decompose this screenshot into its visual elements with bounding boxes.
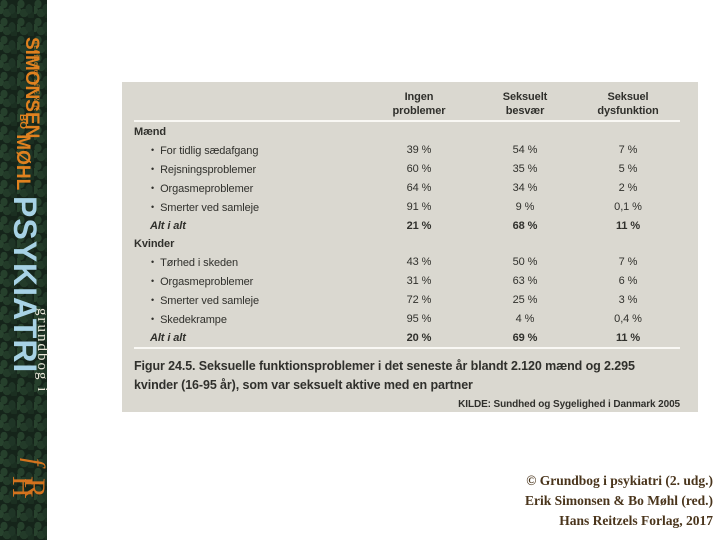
table-row-item: • Skedekrampe 95 % 4 % 0,4 % [134,310,680,329]
monogram-f: f [20,458,50,466]
row-label-text: Orgasmeproblemer [160,183,254,195]
figure-source: KILDE: Sundhed og Sygelighed i Danmark 2… [458,399,680,410]
row-value: 50 % [512,256,538,268]
table-row-item: • Smerter ved samleje 72 % 25 % 3 % [134,291,680,310]
spine-author-moehl-name: MØHL [12,134,33,191]
monogram-r: R [18,478,51,499]
row-value: 11 % [615,332,641,344]
row-value: 5 % [618,163,638,175]
table-row-item: • For tidlig sædafgang 39 % 54 % 7 % [134,141,680,160]
column-header-dysfunction: Seksuel dysfunktion [597,91,659,117]
row-label-text: Smerter ved samleje [160,202,260,214]
row-value: 6 % [618,275,638,287]
copyright-line-title: © Grundbog i psykiatri (2. udg.) [526,473,713,488]
row-label: • Tørhed i skeden [134,253,364,272]
row-label: Kvinder [134,238,175,250]
row-label: Alt i alt [150,220,186,232]
copyright-block: © Grundbog i psykiatri (2. udg.) Erik Si… [525,471,713,531]
spine-book-title: PSYKIATRI [7,196,43,374]
table-header-row: Ingen problemer Seksuelt besvær Seksuel … [134,82,680,120]
row-label: Alt i alt [150,332,186,344]
table-body: Mænd • For tidlig sædafgang 39 % 54 % 7 % • Rej… [134,123,680,347]
spine-author-bo: BO [17,114,28,129]
row-value: 39 % [406,144,432,156]
table-row-section: Kvinder [134,235,680,253]
spine-edited-by: redigeret af ERIK [32,42,42,112]
row-label-text: Orgasmeproblemer [160,276,254,288]
row-value: 54 % [512,144,538,156]
row-value: 63 % [512,275,538,287]
row-value: 25 % [512,294,538,306]
book-spine: redigeret af ERIK SIMONSEN BO MØHL grund… [0,0,51,540]
header-divider [134,120,680,122]
copyright-line-editors: Erik Simonsen & Bo Møhl (red.) [524,493,713,508]
row-value: 0,1 % [614,201,642,213]
row-value: 20 % [406,332,432,344]
row-value: 0,4 % [614,313,642,325]
table-row-item: • Tørhed i skeden 43 % 50 % 7 % [134,253,680,272]
row-label: • Orgasmeproblemer [134,179,364,198]
row-value: 4 % [515,313,535,325]
table-row-item: • Orgasmeproblemer 64 % 34 % 2 % [134,179,680,198]
row-value: 31 % [406,275,432,287]
monogram-h: H [6,476,39,498]
row-value: 64 % [406,182,432,194]
row-value: 2 % [618,182,638,194]
row-value: 68 % [512,220,538,232]
bullet-icon: • [151,164,155,174]
row-value: 9 % [515,201,535,213]
table-row-section: Mænd [134,123,680,141]
copyright-line-publisher: Hans Reitzels Forlag, 2017 [559,513,713,528]
row-value: 3 % [618,294,638,306]
spine-author-moehl: BO MØHL [11,114,33,190]
column-header-sexual-trouble: Seksuelt besvær [502,91,548,117]
bullet-icon: • [151,276,155,286]
row-label: • For tidlig sædafgang [134,141,364,160]
bullet-icon: • [151,314,155,324]
row-label-text: Skedekrampe [160,314,227,326]
row-label: • Rejsningsproblemer [134,160,364,179]
row-value: 72 % [406,294,432,306]
row-value: 34 % [512,182,538,194]
row-value: 43 % [406,256,432,268]
row-label: Mænd [134,126,166,138]
footer-divider [134,347,680,349]
row-label-text: Tørhed i skeden [160,257,239,269]
row-value: 7 % [618,256,638,268]
row-label-text: For tidlig sædafgang [160,145,259,157]
figure-panel: Ingen problemer Seksuelt besvær Seksuel … [122,82,698,412]
row-label: • Smerter ved samleje [134,198,364,217]
publisher-monogram-icon: H f R [0,458,51,520]
column-header-no-problems: Ingen problemer [392,91,446,117]
table-row-item: • Rejsningsproblemer 60 % 35 % 5 % [134,160,680,179]
table-row-item: • Smerter ved samleje 91 % 9 % 0,1 % [134,198,680,217]
row-label-text: Rejsningsproblemer [160,164,257,176]
bullet-icon: • [151,183,155,193]
row-label: • Skedekrampe [134,310,364,329]
spine-series-label: grundbog i [34,308,50,394]
figure-caption: Figur 24.5. Seksuelle funktionsproblemer… [134,359,635,392]
table-row-total: Alt i alt 21 % 68 % 11 % [134,217,680,235]
row-label-text: Smerter ved samleje [160,295,260,307]
row-label: • Smerter ved samleje [134,291,364,310]
row-value: 21 % [406,220,432,232]
row-value: 60 % [406,163,432,175]
table-row-item: • Orgasmeproblemer 31 % 63 % 6 % [134,272,680,291]
header-spacer [134,90,364,120]
row-value: 7 % [618,144,638,156]
bullet-icon: • [151,257,155,267]
row-value: 35 % [512,163,538,175]
table-row-total: Alt i alt 20 % 69 % 11 % [134,329,680,347]
spine-author-simonsen: SIMONSEN [21,37,42,139]
row-value: 91 % [406,201,432,213]
bullet-icon: • [151,295,155,305]
row-label: • Orgasmeproblemer [134,272,364,291]
row-value: 11 % [615,220,641,232]
bullet-icon: • [151,145,155,155]
row-value: 69 % [512,332,538,344]
bullet-icon: • [151,202,155,212]
row-value: 95 % [406,313,432,325]
